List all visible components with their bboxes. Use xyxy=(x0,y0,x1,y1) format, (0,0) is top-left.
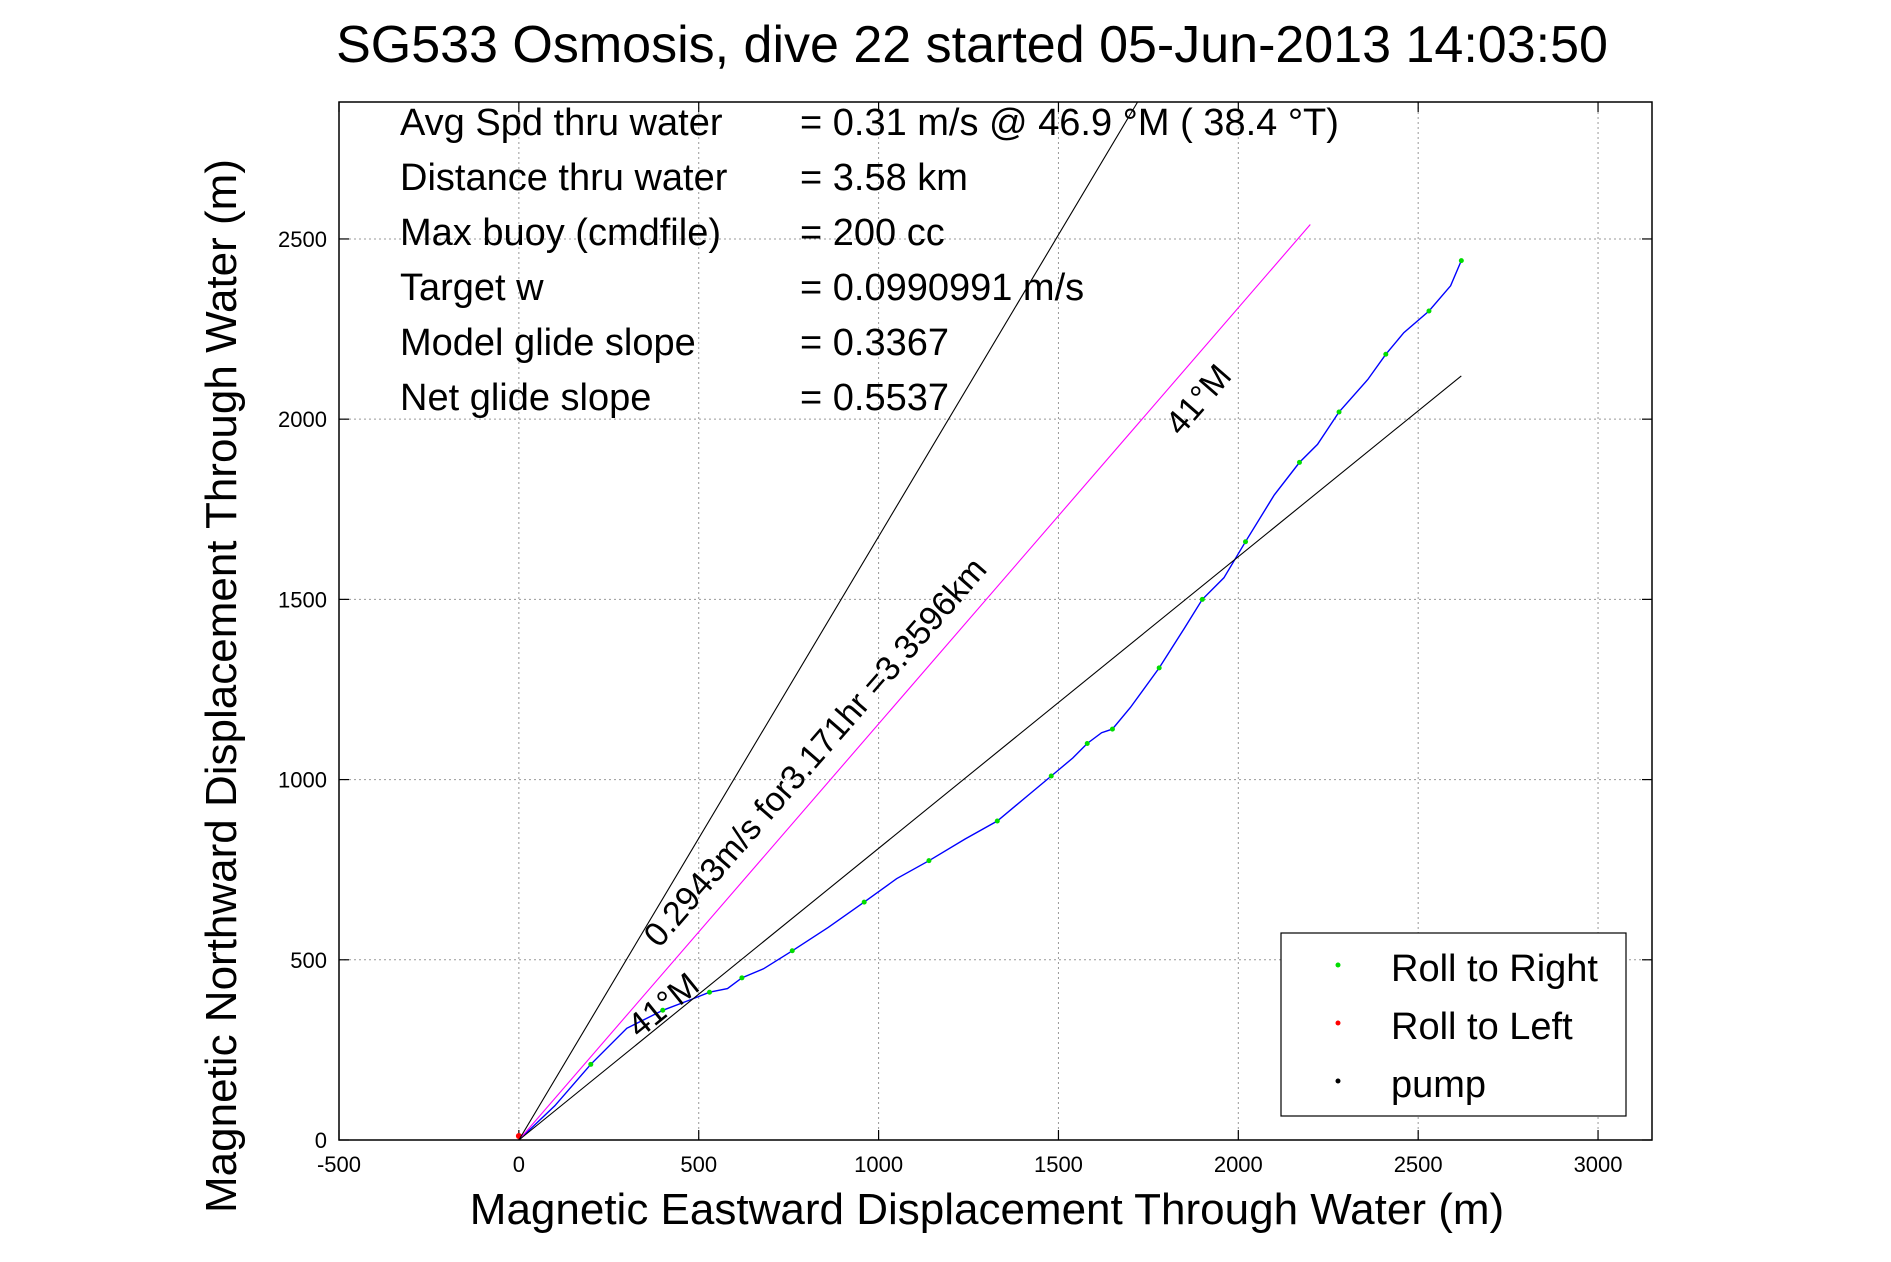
series-line-0 xyxy=(518,260,1462,1141)
y-tick-label-1: 500 xyxy=(290,948,327,973)
plot-frame xyxy=(338,101,1653,1141)
stat-label-0: Avg Spd thru water xyxy=(400,102,723,144)
roll-right-point-38 xyxy=(1458,258,1464,264)
x-tick-label-7: 3000 xyxy=(1574,1152,1623,1177)
y-tick-label-3: 1500 xyxy=(278,587,327,612)
roll-right-point-14 xyxy=(926,858,932,864)
x-tick-label-6: 2500 xyxy=(1394,1152,1443,1177)
roll-right-point-32 xyxy=(1336,409,1342,415)
y-tick-label-0: 0 xyxy=(315,1128,327,1153)
roll-right-point-4 xyxy=(660,1007,666,1013)
stats-block: Avg Spd thru water = 0.31 m/s @ 46.9 °M (… xyxy=(400,102,1339,419)
legend-marker-0 xyxy=(1335,962,1341,968)
roll-right-point-36 xyxy=(1426,308,1432,314)
roll-right-point-16 xyxy=(994,818,1000,824)
line-annotation-1: 0.2943m/s for3.171hr =3.3596km xyxy=(637,551,995,955)
stat-value-3: = 0.0990991 m/s xyxy=(800,267,1084,309)
series-line-3 xyxy=(518,375,1462,1141)
legend: Roll to Right Roll to Left pump xyxy=(1280,932,1627,1117)
y-tick-label-2: 1000 xyxy=(278,768,327,793)
x-tick-label-4: 1500 xyxy=(1034,1152,1083,1177)
stat-value-0: = 0.31 m/s @ 46.9 °M ( 38.4 °T) xyxy=(800,102,1339,144)
series-line-1 xyxy=(518,224,1311,1141)
stat-value-5: = 0.5537 xyxy=(800,377,949,419)
roll-right-point-28 xyxy=(1243,539,1249,545)
legend-label-1: Roll to Left xyxy=(1391,1006,1573,1048)
roll-right-point-10 xyxy=(789,948,795,954)
roll-right-point-26 xyxy=(1199,596,1205,602)
series-group xyxy=(515,101,1464,1141)
axis-ticks: -500 0 500 1000 1500 2000 2500 3000050010001500… xyxy=(278,102,1652,1177)
roll-right-point-6 xyxy=(707,989,713,995)
stat-label-5: Net glide slope xyxy=(400,377,651,419)
stat-value-2: = 200 cc xyxy=(800,212,945,254)
roll-right-point-2 xyxy=(588,1061,594,1067)
stat-label-3: Target w xyxy=(400,267,544,309)
x-tick-label-3: 1000 xyxy=(854,1152,903,1177)
stat-value-1: = 3.58 km xyxy=(800,157,968,199)
x-tick-label-1: 0 xyxy=(513,1152,525,1177)
legend-label-2: pump xyxy=(1391,1064,1486,1106)
x-axis-label: Magnetic Eastward Displacement Through W… xyxy=(470,1185,1504,1234)
line-annotation-2: 41°M xyxy=(620,966,706,1046)
stat-label-2: Max buoy (cmdfile) xyxy=(400,212,721,254)
annotations-group: 41°M 0.2943m/s for3.171hr =3.3596km 41°M xyxy=(620,357,1239,1045)
series-line-2 xyxy=(518,101,1139,1141)
roll-right-point-12 xyxy=(861,899,867,905)
y-axis-label: Magnetic Northward Displacement Through … xyxy=(197,159,246,1213)
y-tick-label-4: 2000 xyxy=(278,407,327,432)
roll-right-point-20 xyxy=(1084,741,1090,747)
roll-right-point-30 xyxy=(1296,459,1302,465)
stat-value-4: = 0.3367 xyxy=(800,322,949,364)
line-annotation-0: 41°M xyxy=(1158,357,1239,442)
roll-right-point-22 xyxy=(1109,726,1115,732)
stat-label-1: Distance thru water xyxy=(400,157,728,199)
legend-marker-1 xyxy=(1335,1020,1341,1026)
x-tick-label-0: -500 xyxy=(317,1152,361,1177)
roll-right-point-24 xyxy=(1156,665,1162,671)
roll-right-point-18 xyxy=(1048,773,1054,779)
chart-title: SG533 Osmosis, dive 22 started 05-Jun-20… xyxy=(336,16,1608,74)
stat-label-4: Model glide slope xyxy=(400,322,696,364)
legend-marker-2 xyxy=(1335,1078,1341,1084)
roll-right-point-8 xyxy=(739,975,745,981)
x-tick-label-5: 2000 xyxy=(1214,1152,1263,1177)
y-tick-label-5: 2500 xyxy=(278,227,327,252)
legend-label-0: Roll to Right xyxy=(1391,948,1598,990)
x-tick-label-2: 500 xyxy=(680,1152,717,1177)
roll-right-point-34 xyxy=(1383,351,1389,357)
